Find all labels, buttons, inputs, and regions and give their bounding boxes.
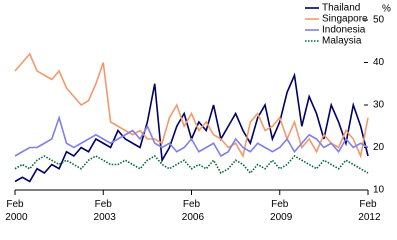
y-tick-label: 40: [373, 57, 385, 68]
y-tick-label: 10: [373, 185, 385, 196]
legend-label: Singapore: [322, 14, 368, 25]
y-tick-label: 30: [373, 100, 385, 111]
legend-label: Malaysia: [322, 36, 362, 47]
series-line: [14, 72, 369, 183]
x-tick-label: Feb 2000: [2, 199, 27, 223]
series-line: [14, 52, 369, 159]
x-tick-label: Feb 2009: [267, 199, 292, 223]
y-axis-label: %: [382, 4, 391, 15]
series-line: [14, 154, 369, 175]
y-tick-label: 50: [373, 15, 385, 26]
x-tick-label: Feb 2006: [179, 199, 204, 223]
x-tick-label: Feb 2012: [355, 199, 380, 223]
legend-label: Indonesia: [322, 25, 366, 36]
series-line: [14, 115, 369, 158]
x-tick-label: Feb 2003: [91, 199, 116, 223]
y-tick-label: 20: [373, 142, 385, 153]
chart: % 10 20 30 40 50 Feb 2000 Feb 2003 Feb 2006 Feb …: [2, 3, 391, 223]
legend-label: Thailand: [322, 3, 360, 14]
